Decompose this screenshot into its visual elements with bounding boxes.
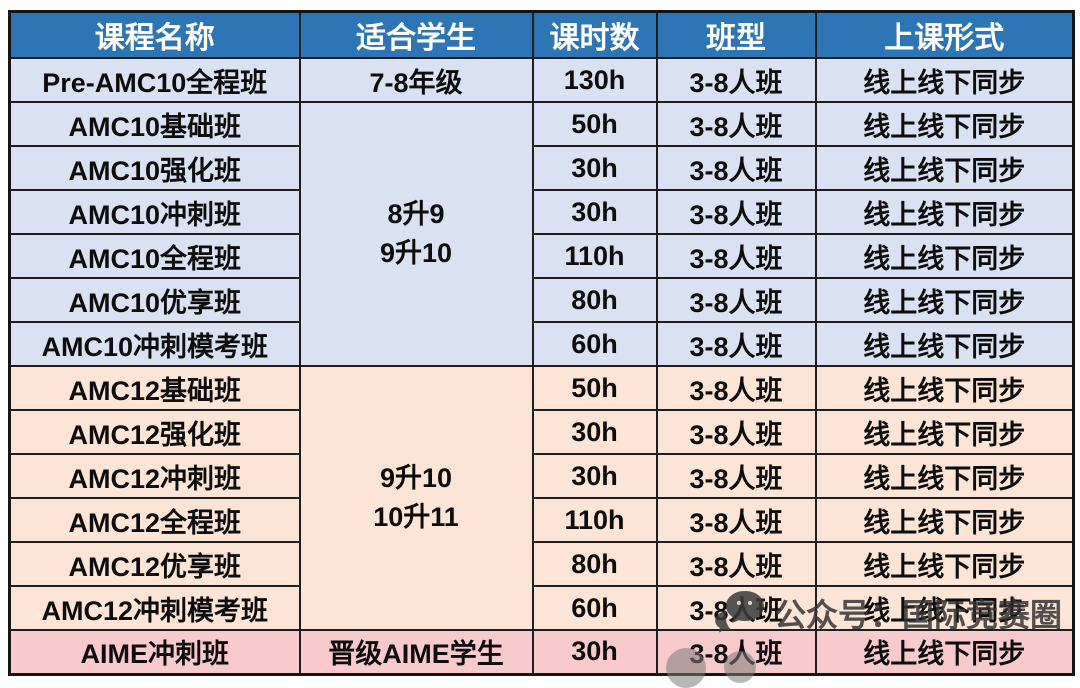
cell-hours: 50h	[531, 365, 658, 411]
cell-format: 线上线下同步	[814, 453, 1075, 499]
merged-students-line: 8升9	[387, 198, 445, 229]
cell-size: 3-8人班	[655, 365, 817, 411]
cell-course: AMC10优享班	[8, 277, 301, 323]
cell-format: 线上线下同步	[814, 321, 1075, 367]
cell-hours: 30h	[531, 145, 658, 191]
cell-hours: 110h	[531, 497, 658, 543]
watermark-partial-bubble-icon	[666, 648, 706, 688]
cell-hours: 80h	[531, 277, 658, 323]
cell-hours: 130h	[531, 57, 658, 103]
column-header-class-format: 上课形式	[814, 10, 1075, 59]
cell-hours: 30h	[531, 453, 658, 499]
cell-format: 线上线下同步	[814, 101, 1075, 147]
cell-size: 3-8人班	[655, 453, 817, 499]
watermark-partial-bubble-icon	[724, 651, 756, 683]
course-table-container: 课程名称 适合学生 课时数 班型 上课形式 Pre-AMC10全程班 7-8年级…	[8, 10, 1075, 676]
course-table: 课程名称 适合学生 课时数 班型 上课形式 Pre-AMC10全程班 7-8年级…	[8, 10, 1075, 676]
cell-size: 3-8人班	[655, 233, 817, 279]
table-row: AMC12强化班 30h 3-8人班 线上线下同步	[8, 409, 1075, 455]
table-row: Pre-AMC10全程班 7-8年级 130h 3-8人班 线上线下同步	[8, 57, 1075, 103]
cell-format: 线上线下同步	[814, 233, 1075, 279]
table-row: AMC10基础班 8升9 9升10 50h 3-8人班 线上线下同步	[8, 101, 1075, 367]
cell-hours: 60h	[531, 321, 658, 367]
cell-size: 3-8人班	[655, 321, 817, 367]
cell-format: 线上线下同步	[814, 629, 1075, 675]
table-row: AMC10优享班 80h 3-8人班 线上线下同步	[8, 277, 1075, 323]
table-row: AIME冲刺班 晋级AIME学生 30h 3-8人班 线上线下同步	[8, 629, 1075, 675]
merged-students-line: 9升10	[379, 238, 453, 268]
cell-size: 3-8人班	[655, 409, 817, 455]
header-row: 课程名称 适合学生 课时数 班型 上课形式	[8, 10, 1075, 59]
cell-hours: 30h	[531, 189, 658, 235]
cell-course: AMC12全程班	[8, 497, 301, 543]
merged-students-line: 10升11	[373, 502, 459, 532]
cell-course: AMC12强化班	[8, 409, 301, 455]
cell-size: 3-8人班	[655, 585, 817, 631]
merged-students-line: 9升10	[379, 462, 453, 493]
cell-students-merged-amc12: 9升10 10升11	[298, 365, 534, 631]
cell-size: 3-8人班	[655, 101, 817, 147]
table-row: AMC10强化班 30h 3-8人班 线上线下同步	[8, 145, 1075, 191]
cell-size: 3-8人班	[655, 541, 817, 587]
cell-format: 线上线下同步	[814, 365, 1075, 411]
cell-format: 线上线下同步	[814, 497, 1075, 543]
cell-hours: 110h	[531, 233, 658, 279]
cell-format: 线上线下同步	[814, 585, 1075, 631]
cell-course: AMC12冲刺模考班	[8, 585, 301, 631]
table-row: AMC12冲刺模考班 60h 3-8人班 线上线下同步	[8, 585, 1075, 631]
table-row: AMC10全程班 110h 3-8人班 线上线下同步	[8, 233, 1075, 279]
cell-course: AMC10全程班	[8, 233, 301, 279]
cell-format: 线上线下同步	[814, 541, 1075, 587]
column-header-students: 适合学生	[298, 10, 534, 59]
cell-hours: 50h	[531, 101, 658, 147]
table-row: AMC12优享班 80h 3-8人班 线上线下同步	[8, 541, 1075, 587]
column-header-class-size: 班型	[655, 10, 817, 59]
cell-course: AMC10基础班	[8, 101, 301, 147]
cell-course: AMC10冲刺班	[8, 189, 301, 235]
cell-course: AMC12冲刺班	[8, 453, 301, 499]
cell-course: AMC10冲刺模考班	[8, 321, 301, 367]
table-row: AMC10冲刺班 30h 3-8人班 线上线下同步	[8, 189, 1075, 235]
table-row: AMC12全程班 110h 3-8人班 线上线下同步	[8, 497, 1075, 543]
cell-size: 3-8人班	[655, 277, 817, 323]
cell-course: Pre-AMC10全程班	[8, 57, 301, 103]
cell-students-merged-amc10: 8升9 9升10	[298, 101, 534, 367]
cell-format: 线上线下同步	[814, 189, 1075, 235]
cell-format: 线上线下同步	[814, 409, 1075, 455]
cell-format: 线上线下同步	[814, 145, 1075, 191]
column-header-hours: 课时数	[531, 10, 658, 59]
cell-size: 3-8人班	[655, 189, 817, 235]
cell-hours: 60h	[531, 585, 658, 631]
column-header-course-name: 课程名称	[8, 10, 301, 59]
cell-students: 晋级AIME学生	[298, 629, 534, 675]
cell-format: 线上线下同步	[814, 57, 1075, 103]
cell-course: AMC12基础班	[8, 365, 301, 411]
cell-course: AMC10强化班	[8, 145, 301, 191]
cell-size: 3-8人班	[655, 145, 817, 191]
cell-course: AIME冲刺班	[8, 629, 301, 675]
cell-size: 3-8人班	[655, 497, 817, 543]
cell-hours: 30h	[531, 629, 658, 675]
table-row: AMC12冲刺班 30h 3-8人班 线上线下同步	[8, 453, 1075, 499]
cell-students: 7-8年级	[298, 57, 534, 103]
cell-hours: 80h	[531, 541, 658, 587]
table-row: AMC12基础班 9升10 10升11 50h 3-8人班 线上线下同步	[8, 365, 1075, 631]
cell-hours: 30h	[531, 409, 658, 455]
cell-course: AMC12优享班	[8, 541, 301, 587]
table-row: AMC10冲刺模考班 60h 3-8人班 线上线下同步	[8, 321, 1075, 367]
cell-format: 线上线下同步	[814, 277, 1075, 323]
cell-size: 3-8人班	[655, 57, 817, 103]
